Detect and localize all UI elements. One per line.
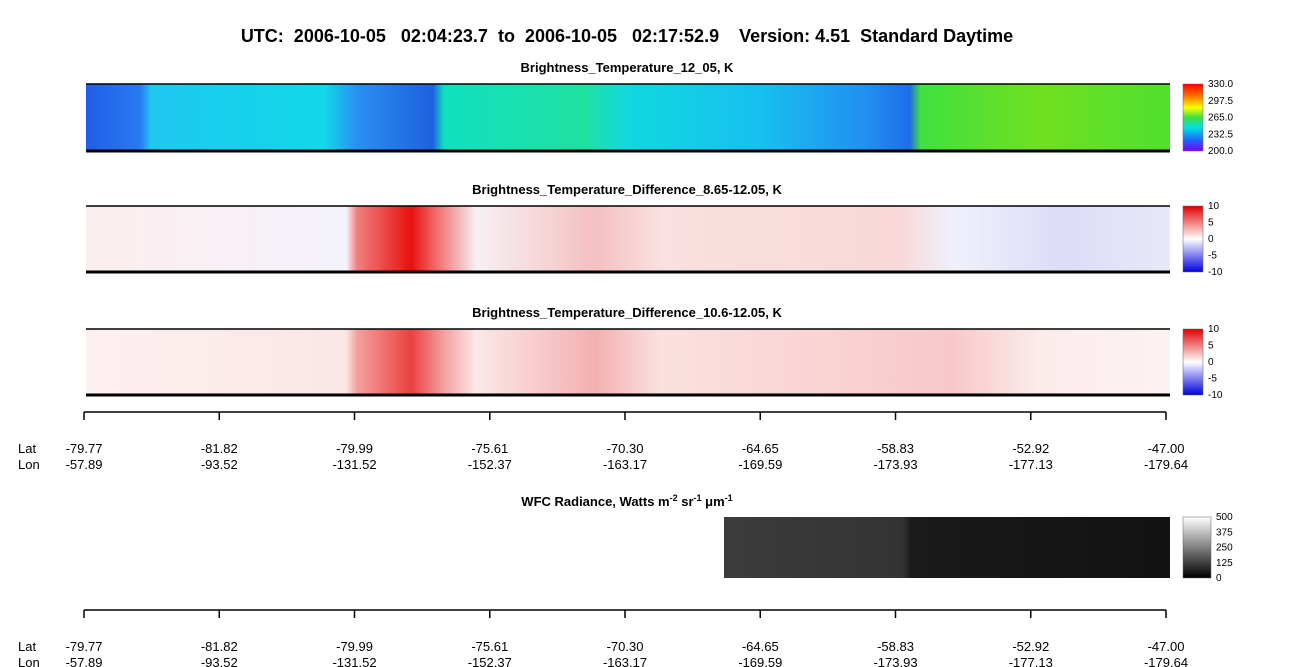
lon-tick-label: -57.89 bbox=[66, 457, 103, 472]
lat-tick-label: -79.99 bbox=[336, 441, 373, 456]
lon-label: Lon bbox=[18, 655, 40, 667]
lat-tick-label: -79.99 bbox=[336, 639, 373, 654]
title-part: WFC Radiance, Watts m bbox=[521, 494, 669, 509]
lon-label: Lon bbox=[18, 457, 40, 472]
colorbar-tick-label: -5 bbox=[1208, 251, 1217, 262]
title-part: -1 bbox=[725, 493, 733, 503]
lon-tick-label: -152.37 bbox=[468, 457, 512, 472]
lat-tick-label: -79.77 bbox=[66, 441, 103, 456]
image-strip bbox=[724, 517, 1170, 578]
colorbar-tick-label: 0 bbox=[1216, 573, 1222, 584]
lat-label: Lat bbox=[18, 639, 36, 654]
lat-tick-label: -52.92 bbox=[1012, 639, 1049, 654]
lat-tick-label: -75.61 bbox=[471, 639, 508, 654]
lon-tick-label: -173.93 bbox=[873, 457, 917, 472]
lat-tick-label: -64.65 bbox=[742, 639, 779, 654]
colorbar-tick-label: 5 bbox=[1208, 218, 1214, 229]
title-part: -1 bbox=[694, 493, 702, 503]
lat-tick-label: -47.00 bbox=[1148, 441, 1185, 456]
lat-tick-label: -64.65 bbox=[742, 441, 779, 456]
lon-tick-label: -131.52 bbox=[332, 655, 376, 667]
colorbar-tick-label: 0 bbox=[1208, 357, 1214, 368]
lon-tick-label: -173.93 bbox=[873, 655, 917, 667]
lon-tick-label: -163.17 bbox=[603, 457, 647, 472]
colorbar-tick-label: -10 bbox=[1208, 267, 1223, 278]
lat-tick-label: -81.82 bbox=[201, 639, 238, 654]
colorbar-tick-label: 10 bbox=[1208, 201, 1220, 212]
title-part: -2 bbox=[670, 493, 678, 503]
lat-label: Lat bbox=[18, 441, 36, 456]
lon-tick-label: -57.89 bbox=[66, 655, 103, 667]
lat-tick-label: -58.83 bbox=[877, 441, 914, 456]
colorbar-tick-label: -5 bbox=[1208, 374, 1217, 385]
lat-tick-label: -47.00 bbox=[1148, 639, 1185, 654]
lon-tick-label: -152.37 bbox=[468, 655, 512, 667]
panel-title: WFC Radiance, Watts m-2 sr-1 μm-1 bbox=[521, 493, 732, 509]
lon-tick-label: -177.13 bbox=[1009, 655, 1053, 667]
colorbar-tick-label: 125 bbox=[1216, 558, 1233, 569]
title-part: sr bbox=[678, 494, 694, 509]
lon-tick-label: -169.59 bbox=[738, 457, 782, 472]
colorbar-tick-label: 0 bbox=[1208, 234, 1214, 245]
lat-tick-label: -58.83 bbox=[877, 639, 914, 654]
image-strip bbox=[86, 84, 1170, 151]
colorbar-tick-label: 297.5 bbox=[1208, 96, 1233, 107]
colorbar-tick-label: 250 bbox=[1216, 543, 1233, 554]
colorbar bbox=[1182, 516, 1212, 579]
lon-tick-label: -163.17 bbox=[603, 655, 647, 667]
panel-title: Brightness_Temperature_12_05, K bbox=[521, 60, 735, 75]
colorbar-tick-label: 5 bbox=[1208, 341, 1214, 352]
panel-title: Brightness_Temperature_Difference_10.6-1… bbox=[472, 305, 782, 320]
colorbar-tick-label: 375 bbox=[1216, 527, 1233, 538]
title-part: μm bbox=[702, 494, 725, 509]
colorbar-tick-label: 500 bbox=[1216, 512, 1233, 523]
lon-tick-label: -169.59 bbox=[738, 655, 782, 667]
figure-title: UTC: 2006-10-05 02:04:23.7 to 2006-10-05… bbox=[241, 26, 1013, 46]
lat-tick-label: -52.92 bbox=[1012, 441, 1049, 456]
colorbar-tick-label: 330.0 bbox=[1208, 79, 1233, 90]
lon-tick-label: -93.52 bbox=[201, 655, 238, 667]
lat-tick-label: -70.30 bbox=[607, 441, 644, 456]
colorbar-tick-label: 10 bbox=[1208, 324, 1220, 335]
colorbar bbox=[1182, 83, 1204, 152]
lon-tick-label: -179.64 bbox=[1144, 457, 1188, 472]
lon-tick-label: -131.52 bbox=[332, 457, 376, 472]
lon-tick-label: -179.64 bbox=[1144, 655, 1188, 667]
colorbar-tick-label: 265.0 bbox=[1208, 113, 1233, 124]
lat-tick-label: -81.82 bbox=[201, 441, 238, 456]
colorbar-tick-label: -10 bbox=[1208, 390, 1223, 401]
lat-tick-label: -70.30 bbox=[607, 639, 644, 654]
colorbar bbox=[1182, 205, 1204, 273]
lat-tick-label: -79.77 bbox=[66, 639, 103, 654]
lat-tick-label: -75.61 bbox=[471, 441, 508, 456]
image-strip bbox=[86, 206, 1170, 272]
panel-title: Brightness_Temperature_Difference_8.65-1… bbox=[472, 182, 782, 197]
colorbar-tick-label: 232.5 bbox=[1208, 129, 1233, 140]
lon-tick-label: -177.13 bbox=[1009, 457, 1053, 472]
image-strip bbox=[86, 329, 1170, 395]
colorbar bbox=[1182, 328, 1204, 396]
lon-tick-label: -93.52 bbox=[201, 457, 238, 472]
colorbar-tick-label: 200.0 bbox=[1208, 146, 1233, 157]
